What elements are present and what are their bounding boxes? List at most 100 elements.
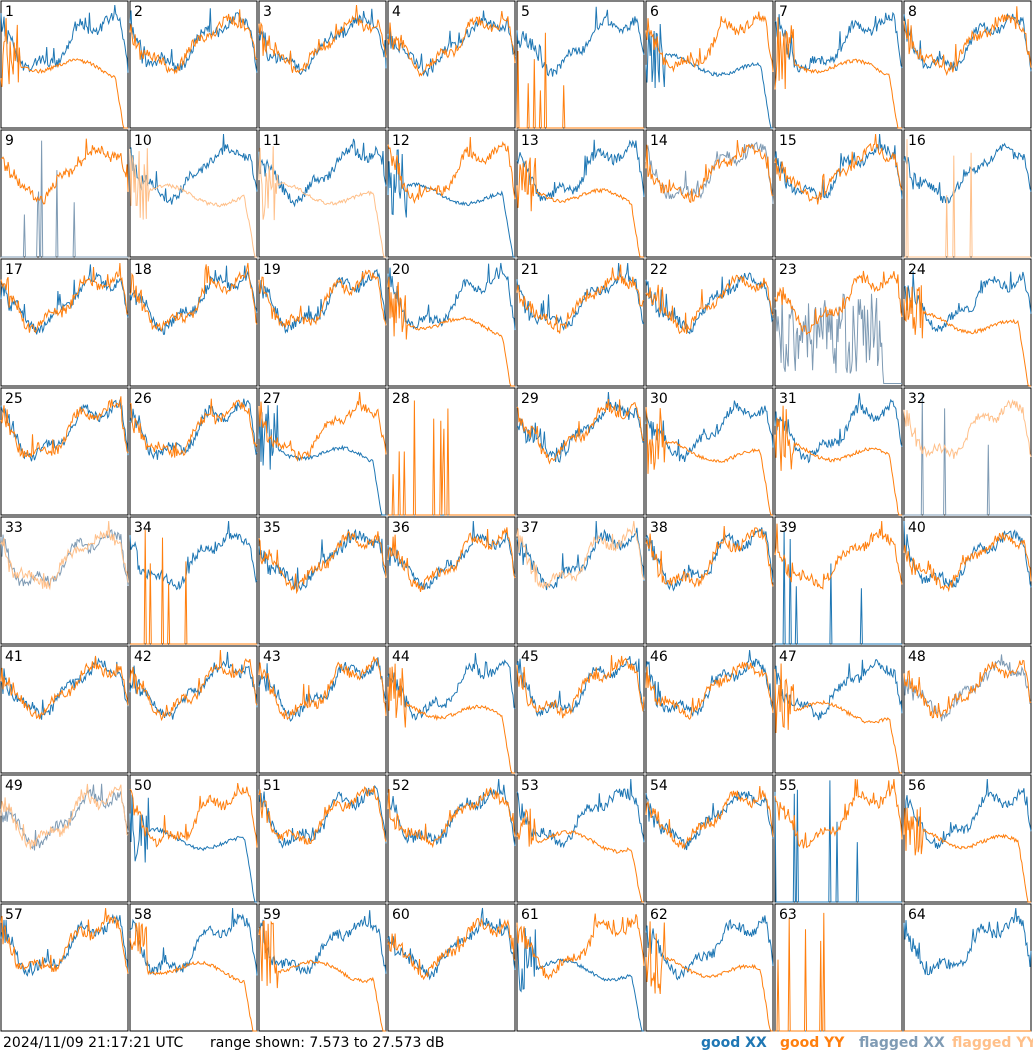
spectrum-panel: 59 bbox=[258, 903, 387, 1032]
spectrum-panel: 22 bbox=[645, 258, 774, 387]
range-label: range shown: 7.573 to 27.573 dB bbox=[210, 1035, 445, 1051]
yy-trace bbox=[774, 778, 903, 849]
spectrum-panel: 38 bbox=[645, 516, 774, 645]
panel-number: 40 bbox=[908, 520, 926, 536]
xx-trace bbox=[774, 780, 902, 903]
yy-trace bbox=[516, 913, 645, 981]
spectrum-panel: 46 bbox=[645, 645, 774, 774]
spectrum-panel: 31 bbox=[774, 387, 903, 516]
panel-frame bbox=[387, 903, 516, 1032]
panel-number: 44 bbox=[392, 649, 410, 665]
panel-number: 57 bbox=[5, 907, 23, 923]
panel-number: 12 bbox=[392, 133, 410, 149]
xx-trace bbox=[129, 398, 258, 460]
xx-trace bbox=[0, 783, 129, 851]
legend-flagged-yy: flagged YY bbox=[952, 1035, 1033, 1051]
panel-number: 15 bbox=[779, 133, 797, 149]
spectrum-panel: 36 bbox=[387, 516, 516, 645]
panel-frame bbox=[903, 645, 1032, 774]
xx-trace bbox=[258, 405, 386, 516]
panel-frame bbox=[387, 516, 516, 645]
panel-number: 26 bbox=[134, 391, 152, 407]
spectrum-panel: 27 bbox=[258, 387, 387, 516]
spectrum-panel: 47 bbox=[774, 645, 903, 774]
panel-number: 38 bbox=[650, 520, 668, 536]
panel-number: 59 bbox=[263, 907, 281, 923]
timestamp: 2024/11/09 21:17:21 UTC bbox=[3, 1035, 184, 1051]
yy-trace bbox=[903, 6, 1032, 77]
yy-trace bbox=[0, 783, 129, 850]
panel-number: 3 bbox=[263, 4, 272, 20]
panel-number: 54 bbox=[650, 778, 668, 794]
panel-number: 39 bbox=[779, 520, 797, 536]
yy-trace bbox=[516, 32, 644, 129]
panel-number: 49 bbox=[5, 778, 23, 794]
panel-number: 36 bbox=[392, 520, 410, 536]
xx-trace bbox=[258, 528, 387, 591]
panel-frame bbox=[387, 0, 516, 129]
yy-trace bbox=[516, 808, 644, 903]
spectrum-panel: 57 bbox=[0, 903, 129, 1032]
yy-trace bbox=[903, 399, 1032, 459]
panel-number: 16 bbox=[908, 133, 926, 149]
xx-trace bbox=[645, 272, 774, 335]
spectrum-panel: 61 bbox=[516, 903, 645, 1032]
yy-trace bbox=[774, 270, 903, 336]
spectrum-panel: 20 bbox=[387, 258, 516, 387]
panel-frame bbox=[903, 903, 1032, 1032]
spectrum-panel: 13 bbox=[516, 129, 645, 258]
xx-trace bbox=[387, 907, 516, 981]
yy-trace bbox=[258, 4, 387, 74]
xx-trace bbox=[387, 149, 515, 258]
xx-trace bbox=[129, 8, 258, 73]
yy-trace bbox=[645, 525, 774, 588]
yy-trace bbox=[0, 655, 129, 720]
xx-trace bbox=[903, 907, 1032, 976]
legend-good-xx: good XX bbox=[701, 1035, 767, 1051]
yy-trace bbox=[903, 807, 1031, 903]
panel-frame bbox=[129, 903, 258, 1032]
yy-trace bbox=[645, 407, 773, 516]
panel-number: 27 bbox=[263, 391, 281, 407]
spectrum-panel: 25 bbox=[0, 387, 129, 516]
panel-frame bbox=[516, 516, 645, 645]
spectrum-panel: 28 bbox=[387, 387, 516, 516]
spectrum-panel: 37 bbox=[516, 516, 645, 645]
panel-number: 11 bbox=[263, 133, 281, 149]
spectrum-panel: 9 bbox=[0, 129, 129, 258]
panel-number: 45 bbox=[521, 649, 539, 665]
xx-trace bbox=[129, 520, 258, 591]
panel-number: 22 bbox=[650, 262, 668, 278]
yy-trace bbox=[645, 139, 774, 204]
spectrum-panel: 16 bbox=[903, 129, 1032, 258]
panel-number: 41 bbox=[5, 649, 23, 665]
panel-number: 28 bbox=[392, 391, 410, 407]
xx-trace bbox=[258, 8, 387, 76]
yy-trace bbox=[258, 146, 386, 258]
panel-number: 23 bbox=[779, 262, 797, 278]
panel-frame bbox=[129, 387, 258, 516]
panel-number: 42 bbox=[134, 649, 152, 665]
panel-frame bbox=[258, 0, 387, 129]
panel-number: 32 bbox=[908, 391, 926, 407]
panel-number: 21 bbox=[521, 262, 539, 278]
panel-frame bbox=[129, 774, 258, 903]
panel-number: 34 bbox=[134, 520, 152, 536]
footer: 2024/11/09 21:17:21 UTC range shown: 7.5… bbox=[0, 1033, 1033, 1053]
xx-trace bbox=[516, 778, 645, 849]
panel-frame bbox=[387, 387, 516, 516]
panel-number: 48 bbox=[908, 649, 926, 665]
panel-frame bbox=[258, 903, 387, 1032]
panel-frame bbox=[387, 774, 516, 903]
yy-trace bbox=[129, 398, 258, 459]
panel-number: 19 bbox=[263, 262, 281, 278]
yy-trace bbox=[129, 922, 257, 1032]
xx-trace bbox=[258, 910, 387, 975]
xx-trace bbox=[129, 265, 258, 335]
spectrum-panel: 4 bbox=[387, 0, 516, 129]
spectrum-panel: 49 bbox=[0, 774, 129, 903]
panel-number: 5 bbox=[521, 4, 530, 20]
yy-trace bbox=[0, 396, 129, 458]
spectrum-panel: 26 bbox=[129, 387, 258, 516]
xx-trace bbox=[129, 651, 258, 720]
